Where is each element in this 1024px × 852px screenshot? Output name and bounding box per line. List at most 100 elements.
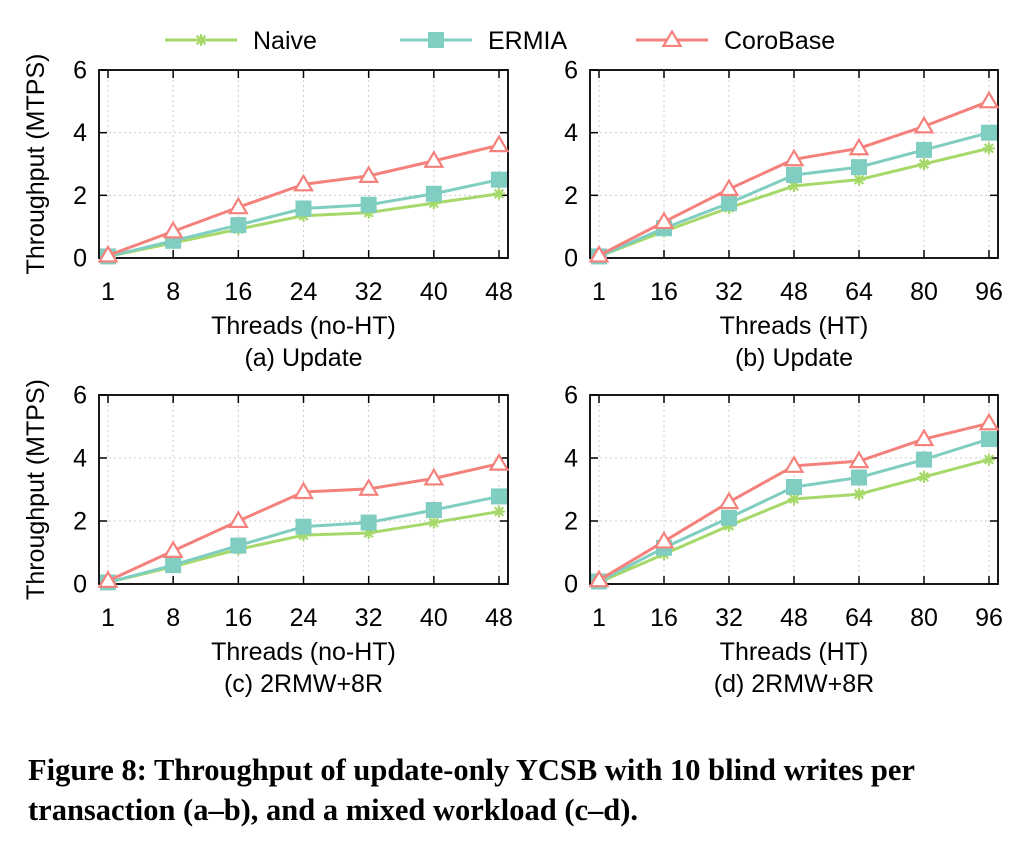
x-tick-label: 96: [975, 278, 1003, 306]
data-point-corobase: [718, 491, 740, 510]
data-point-naive: [918, 158, 930, 170]
x-axis-label: Threads (HT): [720, 638, 869, 666]
data-point-naive: [983, 453, 995, 466]
panel-title: (a) Update: [244, 344, 362, 372]
legend-marker-naive: [195, 34, 207, 46]
data-point-corobase: [978, 412, 1000, 431]
y-tick-label: 2: [564, 508, 578, 536]
y-tick-label: 0: [564, 245, 578, 273]
data-point-ermia: [491, 488, 507, 505]
data-point-ermia: [916, 141, 932, 158]
panel-title: (b) Update: [735, 344, 853, 372]
panel-b: 0 2 4 6 1 16 32 48 64 80 96 Threads (HT) (b) Update: [564, 57, 1003, 373]
data-point-corobase: [488, 453, 510, 471]
data-point-corobase: [293, 481, 314, 500]
legend-label-naive: Naive: [253, 27, 317, 55]
data-point-corobase: [913, 428, 935, 447]
y-tick-label: 4: [564, 119, 578, 147]
x-axis-label: Threads (HT): [720, 312, 869, 340]
x-tick-label: 80: [910, 604, 938, 632]
data-point-corobase: [978, 90, 1000, 109]
legend-label-corobase: CoroBase: [724, 27, 835, 55]
data-point-corobase: [358, 478, 380, 496]
data-point-naive: [427, 197, 440, 210]
data-point-ermia: [295, 518, 312, 535]
plot-frame: [589, 394, 999, 585]
data-point-corobase: [227, 196, 249, 215]
x-tick-label: 40: [420, 278, 448, 306]
data-point-corobase: [653, 530, 675, 549]
data-point-corobase: [423, 467, 445, 486]
legend: Naive ERMIA CoroBase: [165, 27, 835, 55]
y-tick-label: 6: [564, 57, 578, 85]
data-point-ermia: [230, 537, 247, 554]
plot-frame: [98, 69, 509, 259]
data-point-corobase: [423, 150, 445, 168]
legend-marker-ermia: [428, 32, 444, 48]
series-corobase: [97, 134, 510, 263]
x-axis-label: Threads (no-HT): [211, 312, 396, 340]
series-corobase: [588, 412, 1000, 588]
x-axis-label: Threads (no-HT): [211, 638, 396, 666]
x-tick-label: 16: [650, 604, 678, 632]
x-tick-label: 24: [290, 604, 318, 632]
x-tick-label: 32: [355, 604, 383, 632]
data-point-corobase: [97, 244, 119, 263]
data-point-ermia: [425, 501, 442, 518]
y-tick-label: 0: [73, 571, 87, 599]
x-tick-label: 48: [485, 604, 513, 632]
data-point-corobase: [588, 569, 610, 588]
data-point-corobase: [227, 510, 249, 529]
data-point-ermia: [851, 469, 867, 486]
data-point-ermia: [851, 159, 867, 176]
data-point-corobase: [162, 220, 184, 239]
y-tick-label: 4: [73, 445, 87, 473]
figure-caption: Figure 8: Throughput of update-only YCSB…: [28, 753, 915, 827]
y-tick-label: 6: [564, 382, 578, 410]
x-tick-label: 64: [845, 604, 873, 632]
plot-frame: [589, 69, 999, 259]
series-corobase: [588, 90, 1000, 263]
data-point-corobase: [783, 148, 805, 167]
x-tick-label: 40: [420, 604, 448, 632]
data-point-ermia: [491, 171, 507, 188]
x-tick-label: 32: [355, 278, 383, 306]
data-point-corobase: [718, 178, 740, 197]
x-tick-label: 1: [592, 604, 606, 632]
x-tick-label: 16: [224, 604, 252, 632]
panel-title: (c) 2RMW+8R: [224, 670, 383, 698]
data-point-corobase: [848, 137, 870, 156]
data-point-naive: [297, 529, 310, 542]
x-tick-label: 24: [290, 278, 318, 306]
legend-marker-corobase: [661, 29, 683, 48]
data-point-corobase: [162, 540, 184, 558]
data-point-naive: [853, 488, 865, 501]
data-point-ermia: [786, 166, 802, 183]
x-tick-label: 8: [166, 604, 180, 632]
panel-title: (d) 2RMW+8R: [714, 670, 874, 698]
data-point-ermia: [981, 124, 997, 141]
x-tick-label: 96: [975, 604, 1003, 632]
x-tick-label: 1: [592, 278, 606, 306]
data-point-naive: [983, 142, 995, 155]
data-point-corobase: [848, 450, 870, 469]
data-point-corobase: [97, 570, 119, 588]
y-tick-label: 4: [73, 119, 87, 147]
panel-d: 0 2 4 6 1 16 32 48 64 80 96 Threads (HT) (d) 2RMW+8R: [564, 382, 1003, 699]
y-tick-label: 4: [564, 445, 578, 473]
x-tick-label: 1: [101, 604, 115, 632]
x-tick-label: 1: [101, 278, 115, 306]
data-point-ermia: [786, 478, 802, 495]
x-tick-label: 64: [845, 278, 873, 306]
data-point-ermia: [230, 217, 247, 234]
data-point-corobase: [653, 211, 675, 230]
data-point-ermia: [165, 557, 182, 574]
data-point-ermia: [981, 431, 997, 448]
series-corobase: [97, 453, 510, 588]
y-tick-label: 2: [73, 508, 87, 536]
x-tick-label: 48: [780, 604, 808, 632]
data-point-naive: [918, 470, 930, 483]
x-tick-label: 80: [910, 278, 938, 306]
